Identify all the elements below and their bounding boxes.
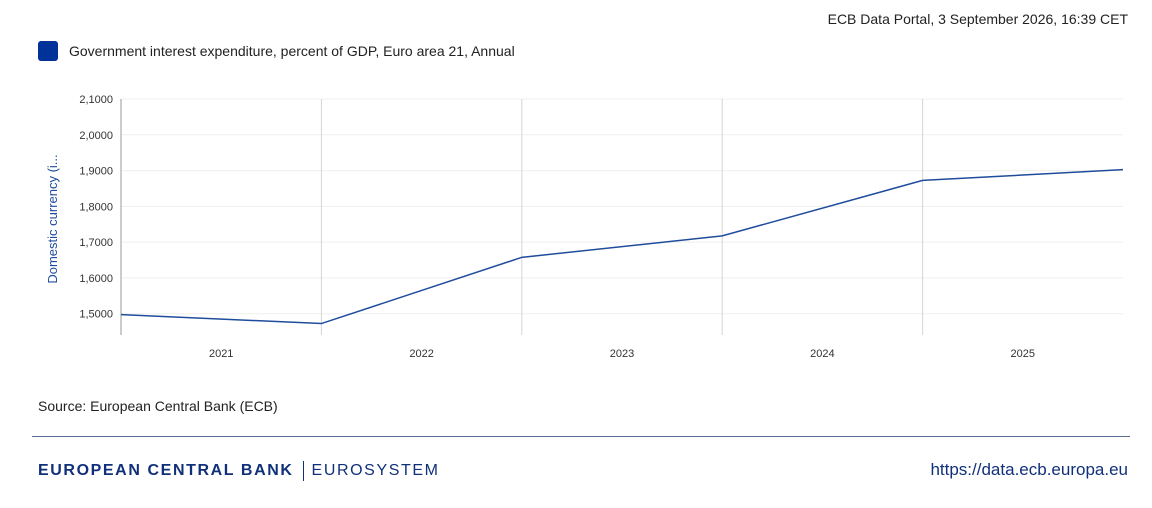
- brand-separator: [302, 461, 304, 481]
- x-tick-label: 2024: [810, 348, 834, 360]
- x-tick-label: 2021: [209, 348, 233, 360]
- ecb-logo[interactable]: EUROPEAN CENTRAL BANK EUROSYSTEM: [38, 461, 440, 481]
- y-tick-label: 1,9000: [79, 166, 113, 178]
- series-line[interactable]: [121, 168, 1124, 325]
- y-tick-label: 1,7000: [79, 237, 113, 249]
- legend-label: Government interest expenditure, percent…: [69, 43, 515, 59]
- grid: [121, 98, 1123, 335]
- timestamp: ECB Data Portal, 3 September 2026, 16:39…: [827, 11, 1128, 27]
- line-chart: 1,5000 1,6000 1,7000 1,8000 1,9000 2,0000 2,10…: [45, 94, 1124, 360]
- y-tick-label: 2,0000: [79, 130, 113, 142]
- x-tick-label: 2025: [1011, 348, 1035, 360]
- x-axis-ticks: 2021 2022 2023 2024 2025: [209, 348, 1035, 360]
- y-axis-label: Domestic currency (i...: [45, 154, 60, 283]
- x-tick-label: 2023: [610, 348, 634, 360]
- y-axis-ticks: 1,5000 1,6000 1,7000 1,8000 1,9000 2,0000 2,10…: [79, 94, 113, 321]
- x-tick-label: 2022: [409, 348, 433, 360]
- series-group: [121, 168, 1124, 325]
- y-tick-label: 1,8000: [79, 201, 113, 213]
- brand-eurosystem: EUROSYSTEM: [311, 462, 440, 479]
- data-portal-link[interactable]: https://data.ecb.europa.eu: [930, 460, 1128, 479]
- brand-name: EUROPEAN CENTRAL BANK: [38, 462, 294, 479]
- y-tick-label: 2,1000: [79, 94, 113, 106]
- y-tick-label: 1,6000: [79, 273, 113, 285]
- legend-swatch: [38, 41, 58, 61]
- y-tick-label: 1,5000: [79, 309, 113, 321]
- source-text: Source: European Central Bank (ECB): [38, 398, 278, 414]
- legend[interactable]: Government interest expenditure, percent…: [38, 41, 515, 61]
- footer-divider: [32, 436, 1130, 437]
